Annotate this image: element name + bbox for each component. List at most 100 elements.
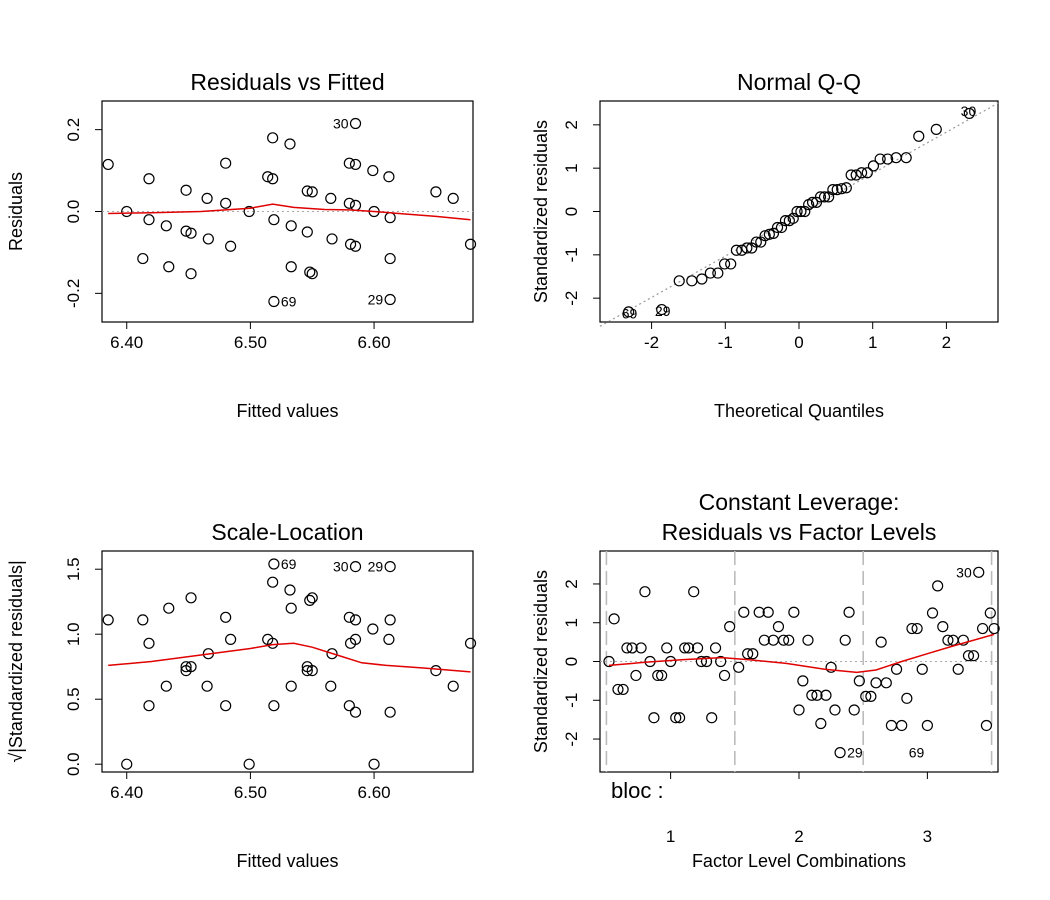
data-point bbox=[937, 621, 949, 633]
data-point bbox=[750, 236, 762, 248]
scale-location-panel: Scale-Location Fitted values √|Standardize… bbox=[6, 519, 477, 871]
residuals-vs-fitted-panel: Residuals vs Fitted Fitted values Residual… bbox=[6, 69, 477, 421]
outlier-point-label: 69 bbox=[281, 294, 297, 310]
data-point bbox=[673, 712, 686, 724]
data-point bbox=[932, 580, 944, 592]
data-point bbox=[797, 675, 809, 687]
data-point bbox=[349, 633, 362, 646]
data-point bbox=[900, 152, 912, 164]
data-point bbox=[180, 184, 192, 196]
outlier-point-label: 29 bbox=[847, 745, 863, 761]
data-point bbox=[201, 680, 213, 692]
x-tick-label: -2 bbox=[644, 333, 659, 352]
data-point bbox=[976, 622, 989, 635]
data-point bbox=[201, 192, 213, 205]
data-point bbox=[741, 242, 753, 254]
data-point bbox=[464, 238, 477, 250]
data-point bbox=[349, 117, 362, 130]
data-point bbox=[284, 138, 296, 150]
data-point bbox=[349, 199, 362, 211]
factor-label: bloc : bbox=[611, 778, 664, 803]
data-point bbox=[285, 680, 297, 692]
data-point bbox=[349, 614, 362, 626]
data-point bbox=[285, 261, 297, 273]
data-point bbox=[942, 634, 954, 646]
x-axis-label: Fitted values bbox=[236, 401, 338, 421]
data-point bbox=[185, 592, 197, 604]
data-point bbox=[916, 663, 928, 675]
data-point bbox=[447, 192, 459, 205]
data-point bbox=[143, 214, 155, 226]
data-point bbox=[783, 634, 795, 646]
data-point bbox=[882, 153, 894, 165]
data-point bbox=[718, 669, 731, 682]
data-point bbox=[980, 719, 993, 732]
data-point bbox=[911, 622, 923, 635]
data-point bbox=[820, 689, 832, 701]
data-point bbox=[787, 212, 799, 224]
data-point bbox=[880, 677, 892, 689]
data-point bbox=[301, 226, 313, 238]
data-point bbox=[843, 606, 855, 618]
constant-leverage-panel: Constant Leverage: Residuals vs Factor Le… bbox=[531, 489, 1000, 871]
data-point bbox=[896, 719, 908, 732]
data-point bbox=[686, 275, 698, 287]
data-point bbox=[267, 637, 279, 649]
data-point bbox=[202, 233, 214, 245]
data-point bbox=[724, 621, 736, 633]
data-point bbox=[268, 295, 280, 308]
data-point bbox=[306, 268, 318, 280]
data-point bbox=[742, 648, 754, 660]
data-point bbox=[984, 607, 996, 619]
data-point bbox=[383, 633, 395, 646]
data-point bbox=[775, 221, 788, 234]
data-point bbox=[700, 655, 713, 668]
data-point bbox=[799, 205, 811, 218]
y-tick-label: -2 bbox=[562, 731, 581, 746]
y-tick-label: 2 bbox=[562, 120, 581, 129]
data-point bbox=[788, 606, 800, 618]
data-point bbox=[304, 594, 316, 607]
data-point bbox=[747, 648, 759, 660]
data-point bbox=[861, 167, 873, 179]
data-point bbox=[834, 747, 846, 759]
data-point bbox=[464, 637, 477, 649]
y-tick-label: -2 bbox=[562, 291, 581, 306]
data-point bbox=[143, 173, 155, 185]
x-axis-label: Theoretical Quantiles bbox=[714, 401, 884, 421]
outlier-point-label: 30 bbox=[333, 559, 349, 575]
data-point bbox=[301, 664, 313, 677]
data-point bbox=[137, 252, 149, 265]
data-point bbox=[185, 227, 197, 239]
x-tick-label: 6.50 bbox=[234, 783, 267, 802]
data-point bbox=[384, 706, 396, 718]
data-point bbox=[262, 171, 274, 183]
data-point bbox=[143, 700, 155, 712]
data-point bbox=[845, 169, 857, 181]
data-point bbox=[384, 252, 396, 265]
data-point bbox=[963, 107, 975, 120]
x-tick-label: 1 bbox=[666, 827, 675, 846]
data-point bbox=[163, 602, 175, 614]
data-point bbox=[268, 700, 280, 712]
data-point bbox=[839, 634, 851, 646]
data-point bbox=[180, 661, 192, 673]
data-point bbox=[430, 664, 442, 677]
data-point bbox=[603, 655, 615, 668]
data-point bbox=[988, 622, 1000, 635]
data-point bbox=[612, 683, 624, 696]
x-tick-label: 6.50 bbox=[234, 333, 267, 352]
data-point bbox=[777, 634, 790, 646]
y-tick-label: -0.2 bbox=[64, 279, 83, 308]
data-point bbox=[913, 130, 925, 142]
data-point bbox=[930, 123, 942, 135]
data-point bbox=[952, 663, 964, 675]
x-tick-label: 0 bbox=[794, 333, 803, 352]
data-point bbox=[163, 261, 175, 273]
outlier-point-label: 30 bbox=[956, 564, 972, 580]
data-point bbox=[860, 690, 872, 702]
data-point bbox=[121, 205, 133, 218]
data-point bbox=[695, 655, 708, 668]
data-point bbox=[384, 293, 396, 306]
